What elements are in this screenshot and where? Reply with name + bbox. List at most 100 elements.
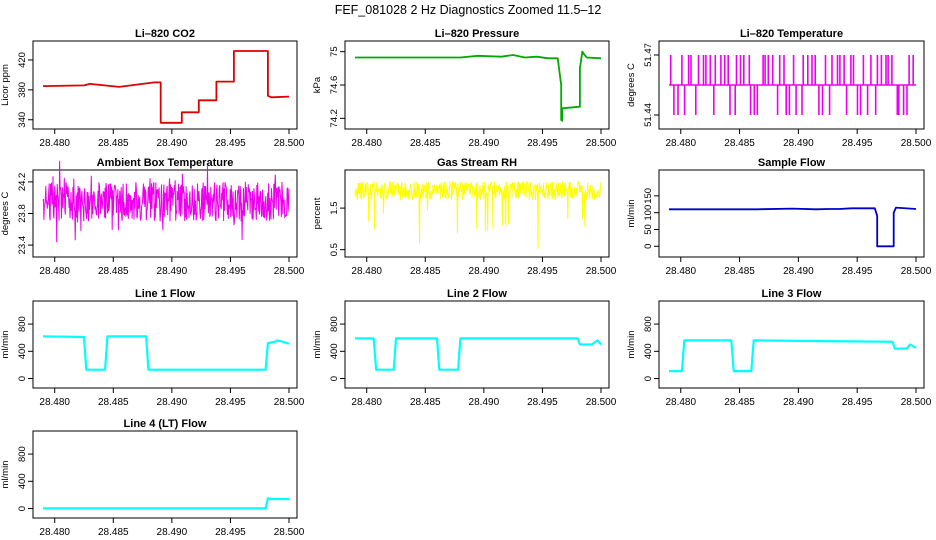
series-line: [355, 337, 602, 371]
x-tick-label: 28.485: [98, 138, 129, 149]
plot-frame: [344, 300, 610, 389]
plot-frame: [658, 40, 925, 130]
series-line: [355, 50, 602, 122]
y-axis-label: ml/min: [0, 461, 11, 489]
x-tick-label: 28.495: [842, 138, 873, 149]
x-tick-label: 28.500: [274, 397, 305, 408]
y-axis-label: ml/min: [312, 331, 323, 359]
y-tick-label: 800: [643, 316, 654, 332]
y-tick-label: 1.5: [329, 201, 340, 214]
chart-panel-3: Li–820 Temperature 28.480 28.485 28.490 28.4…: [626, 28, 932, 149]
x-tick-label: 28.485: [724, 266, 755, 277]
y-tick-label: 380: [17, 82, 28, 98]
chart-title: Li–820 Temperature: [740, 28, 843, 40]
x-tick-label: 28.495: [527, 138, 558, 149]
plot-frame: [344, 40, 610, 130]
x-tick-label: 28.480: [39, 527, 70, 538]
chart-title: Line 2 Flow: [447, 288, 507, 300]
x-tick-label: 28.490: [469, 266, 500, 277]
y-tick-label: 0: [329, 376, 340, 381]
y-tick-label: 340: [17, 112, 28, 128]
plot-frame: [32, 40, 298, 130]
x-tick-label: 28.480: [351, 266, 382, 277]
x-tick-label: 28.495: [842, 397, 873, 408]
y-axis-label: ml/min: [0, 331, 11, 359]
y-axis-label: Licor ppm: [0, 64, 11, 106]
x-tick-label: 28.480: [665, 138, 696, 149]
y-tick-label: 400: [17, 343, 28, 359]
chart-panel-8: Line 2 Flow 28.480 28.485 28.490 28.495 28.50…: [312, 288, 617, 408]
y-tick-label: 74.6: [329, 76, 340, 95]
x-tick-label: 28.480: [665, 266, 696, 277]
x-tick-label: 28.500: [274, 266, 305, 277]
series-line: [43, 497, 289, 510]
x-tick-label: 28.495: [527, 397, 558, 408]
chart-title: Line 1 Flow: [135, 288, 195, 300]
x-tick-label: 28.500: [274, 527, 305, 538]
y-tick-label: 800: [17, 446, 28, 462]
x-tick-label: 28.485: [410, 138, 441, 149]
x-tick-label: 28.490: [783, 397, 814, 408]
x-tick-label: 28.490: [469, 138, 500, 149]
x-tick-label: 28.490: [157, 527, 188, 538]
y-tick-label: 0: [643, 376, 654, 381]
y-tick-label: 23.8: [17, 204, 28, 223]
x-tick-label: 28.490: [783, 138, 814, 149]
x-tick-label: 28.500: [586, 266, 617, 277]
chart-panel-4: Ambient Box Temperature 28.480 28.485 28.49…: [0, 157, 305, 277]
y-tick-label: 400: [643, 343, 654, 359]
chart-panel-10: Line 4 (LT) Flow 28.480 28.485 28.490 28.495…: [0, 418, 305, 538]
x-tick-label: 28.490: [469, 397, 500, 408]
chart-panel-7: Line 1 Flow 28.480 28.485 28.490 28.495 28.50…: [0, 288, 305, 408]
x-tick-label: 28.485: [98, 397, 129, 408]
series-line: [42, 160, 290, 243]
chart-title: Li–820 CO2: [135, 28, 195, 40]
x-tick-label: 28.495: [215, 397, 246, 408]
y-tick-label: 24.2: [17, 173, 28, 192]
y-tick-label: 800: [329, 316, 340, 332]
x-tick-label: 28.500: [586, 138, 617, 149]
chart-title: Li–820 Pressure: [435, 28, 519, 40]
chart-title: Sample Flow: [758, 157, 826, 169]
y-axis-label: percent: [312, 197, 323, 229]
x-tick-label: 28.490: [783, 266, 814, 277]
x-tick-label: 28.485: [98, 527, 129, 538]
x-tick-label: 28.480: [351, 138, 382, 149]
x-tick-label: 28.495: [215, 527, 246, 538]
plot-frame: [658, 169, 925, 258]
y-tick-label: 74.2: [329, 109, 340, 128]
x-tick-label: 28.500: [586, 397, 617, 408]
x-tick-label: 28.485: [410, 266, 441, 277]
y-tick-label: 0: [17, 376, 28, 381]
y-tick-label: 51.47: [643, 43, 654, 67]
x-tick-label: 28.485: [98, 266, 129, 277]
series-line: [42, 50, 290, 124]
chart-panel-1: Li–820 CO2 28.480 28.485 28.490 28.495 28.500…: [0, 28, 305, 149]
y-tick-label: 400: [329, 343, 340, 359]
x-tick-label: 28.490: [157, 266, 188, 277]
x-tick-label: 28.495: [215, 266, 246, 277]
plot-frame: [32, 430, 298, 519]
y-tick-label: 0.5: [329, 243, 340, 256]
x-tick-label: 28.500: [901, 266, 932, 277]
x-tick-label: 28.480: [39, 138, 70, 149]
x-tick-label: 28.495: [215, 138, 246, 149]
y-axis-label: degrees C: [626, 63, 637, 107]
x-tick-label: 28.490: [157, 138, 188, 149]
y-axis-label: kPa: [312, 76, 323, 93]
y-tick-label: 0: [643, 244, 654, 249]
y-tick-label: 150: [643, 188, 654, 204]
plot-frame: [32, 300, 298, 389]
y-axis-label: degrees C: [0, 191, 11, 235]
x-tick-label: 28.485: [724, 138, 755, 149]
x-tick-label: 28.495: [527, 266, 558, 277]
chart-title: Ambient Box Temperature: [97, 157, 234, 169]
plot-frame: [658, 300, 925, 389]
y-tick-label: 800: [17, 316, 28, 332]
x-tick-label: 28.480: [665, 397, 696, 408]
y-tick-label: 75: [329, 46, 340, 57]
plot-frame: [344, 169, 610, 258]
chart-title: Gas Stream RH: [437, 157, 517, 169]
y-tick-label: 420: [17, 52, 28, 68]
